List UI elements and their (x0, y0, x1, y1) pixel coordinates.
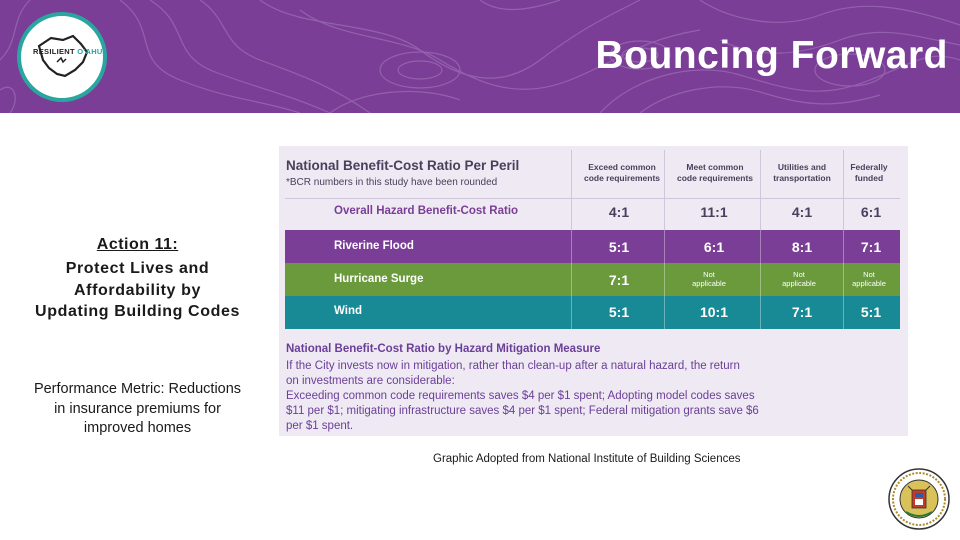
column-header: Meet common code requirements (665, 162, 765, 184)
row-label-overall: Overall Hazard Benefit-Cost Ratio (334, 205, 519, 217)
table-row-wind (285, 296, 900, 329)
header-banner: Bouncing Forward (0, 0, 960, 113)
divider (664, 150, 665, 230)
benefit-cost-graphic: National Benefit-Cost Ratio Per Peril *B… (279, 146, 908, 436)
column-header: Federally funded (844, 162, 894, 184)
graphic-title: National Benefit-Cost Ratio Per Peril (286, 158, 520, 173)
action-heading: Action 11: (96, 236, 179, 253)
row-label-riverine-flood: Riverine Flood (334, 240, 414, 252)
measure-line: $11 per $1; mitigating infrastructure sa… (286, 405, 759, 417)
column-header-line: Exceed common (588, 162, 656, 172)
action-description: Protect Lives and Affordability by Updat… (10, 258, 265, 323)
measure-body: If the City invests now in mitigation, r… (286, 359, 896, 434)
table-cell-not-applicable: Not applicable (782, 270, 816, 288)
measure-line: on investments are considerable: (286, 375, 455, 387)
logo-text: RESILIENT O'AHU (33, 47, 103, 56)
metric-line: improved homes (83, 420, 192, 436)
performance-metric: Performance Metric: Reductions in insura… (10, 380, 265, 439)
measure-line: If the City invests now in mitigation, r… (286, 360, 740, 372)
city-county-honolulu-seal-icon (888, 468, 950, 530)
table-cell: 4:1 (608, 204, 630, 220)
column-header-line: code requirements (583, 173, 661, 183)
divider (760, 230, 761, 329)
city-seal (888, 468, 950, 530)
measure-line: per $1 spent. (286, 420, 354, 432)
table-cell-not-applicable: Not applicable (692, 270, 726, 288)
row-label-wind: Wind (334, 305, 362, 317)
measure-title: National Benefit-Cost Ratio by Hazard Mi… (286, 343, 601, 355)
graphic-note: *BCR numbers in this study have been rou… (286, 177, 498, 188)
divider (571, 150, 572, 230)
table-cell: 10:1 (699, 304, 729, 320)
column-header-line: Federally (850, 162, 888, 172)
table-cell: 5:1 (860, 304, 882, 320)
table-cell: 7:1 (860, 239, 882, 255)
column-header-line: funded (854, 173, 884, 183)
metric-line: Performance Metric: Reductions (33, 381, 242, 397)
column-header-line: code requirements (676, 173, 754, 183)
column-header: Utilities and transportation (761, 162, 843, 184)
table-cell: 8:1 (791, 239, 813, 255)
row-label-hurricane-surge: Hurricane Surge (334, 273, 424, 285)
column-header-line: transportation (773, 173, 831, 183)
table-cell: 6:1 (860, 204, 882, 220)
topographic-pattern-icon (0, 0, 960, 113)
table-cell: 11:1 (700, 204, 728, 220)
action-line: Protect Lives and (65, 260, 210, 277)
column-header-line: Utilities and (777, 162, 827, 172)
table-cell: 5:1 (608, 239, 630, 255)
measure-line: Exceeding common code requirements saves… (286, 390, 755, 402)
metric-line: in insurance premiums for (54, 400, 221, 417)
table-cell: 7:1 (608, 272, 630, 288)
column-header-line: Meet common (686, 162, 744, 172)
divider (843, 230, 844, 329)
resilient-oahu-logo: RESILIENT O'AHU (17, 12, 107, 102)
action-line: Updating Building Codes (35, 303, 240, 320)
table-cell: 6:1 (703, 239, 725, 255)
action-line: Affordability by (74, 281, 201, 299)
divider (664, 230, 665, 329)
logo-text-right: O'AHU (77, 47, 103, 56)
table-cell: 4:1 (791, 204, 813, 220)
graphic-caption: Graphic Adopted from National Institute … (433, 453, 741, 465)
table-row-hurricane-surge (285, 263, 900, 296)
page-title: Bouncing Forward (595, 34, 948, 77)
divider (843, 150, 844, 230)
oahu-island-logo-icon (37, 34, 89, 78)
table-cell-not-applicable: Not applicable (852, 270, 886, 288)
divider (571, 230, 572, 329)
table-cell: 7:1 (791, 304, 813, 320)
divider (760, 150, 761, 230)
table-cell: 5:1 (608, 304, 630, 320)
logo-text-left: RESILIENT (33, 47, 75, 56)
table-row-riverine-flood (285, 230, 900, 263)
divider (285, 198, 900, 199)
column-header: Exceed common code requirements (572, 162, 672, 184)
